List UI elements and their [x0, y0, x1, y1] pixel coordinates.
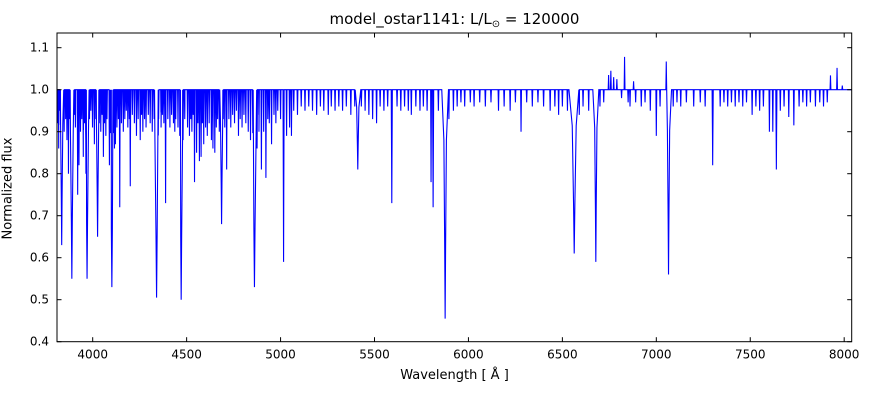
x-tick-label: 4500	[171, 348, 202, 362]
y-tick-label: 1.0	[30, 83, 49, 97]
plot-frame	[56, 32, 853, 343]
y-tick-label: 0.7	[30, 209, 49, 223]
x-tick-label: 8000	[829, 348, 860, 362]
y-tick-label: 0.8	[30, 167, 49, 181]
x-tick-label: 6500	[547, 348, 578, 362]
x-tick-label: 7000	[641, 348, 672, 362]
x-axis-label: Wavelength [ Å ]	[400, 368, 509, 383]
y-tick-label: 0.9	[30, 125, 49, 139]
x-tick-label: 6000	[453, 348, 484, 362]
solar-symbol: ⊙	[491, 19, 501, 30]
x-tick-label: 5500	[359, 348, 390, 362]
y-axis-label: Normalized flux	[0, 137, 16, 240]
plot-title: model_ostar1141: L/L⊙ = 120000	[57, 10, 852, 30]
axis-ticks	[57, 33, 852, 343]
axis-tick-labels: 4000 4500 5000 5500 6000 6500 7000 7500 8000 0.4 0…	[30, 41, 860, 362]
x-tick-label: 4000	[77, 348, 108, 362]
spectrum-line	[56, 56, 852, 319]
plot-title-prefix: model_ostar1141: L/L	[329, 10, 492, 28]
x-tick-label: 5000	[265, 348, 296, 362]
x-tick-label: 7500	[735, 348, 766, 362]
plot-title-suffix: = 120000	[500, 10, 580, 28]
y-tick-label: 0.6	[30, 251, 49, 265]
y-tick-label: 0.4	[30, 335, 49, 349]
y-tick-label: 1.1	[30, 41, 49, 55]
y-tick-label: 0.5	[30, 293, 49, 307]
spectrum-line-group	[56, 56, 852, 319]
